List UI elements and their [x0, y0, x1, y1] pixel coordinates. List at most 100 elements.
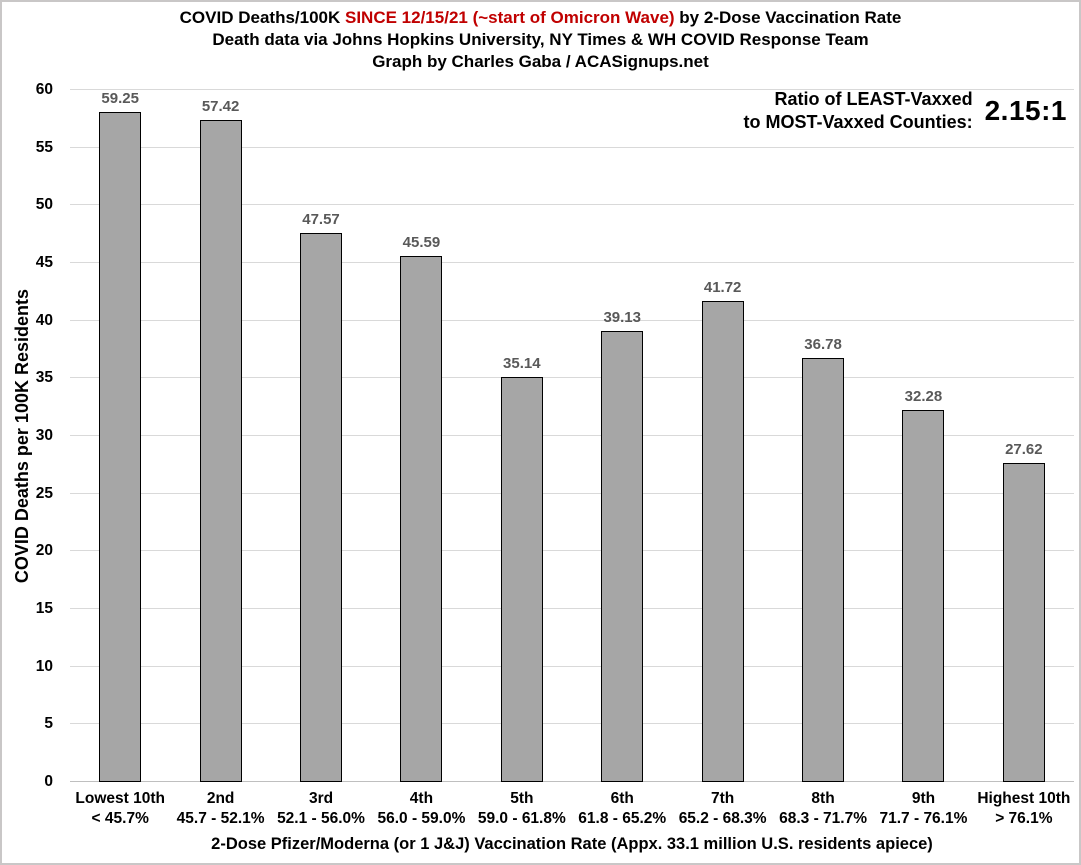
y-tick-label-30: 30 — [35, 427, 53, 444]
x-label-10: Highest 10th > 76.1% — [974, 789, 1074, 829]
decile-name: 8th — [811, 790, 835, 807]
bar — [1002, 463, 1045, 782]
bar — [400, 256, 443, 782]
bar-column-7: 41.72 — [672, 90, 772, 782]
bar-column-4: 45.59 — [371, 90, 471, 782]
bar-column-2: 57.42 — [170, 90, 270, 782]
bar — [199, 119, 242, 782]
gridline-30 — [70, 435, 1074, 436]
ratio-annotation-label: Ratio of LEAST-Vaxxed to MOST-Vaxxed Cou… — [744, 88, 973, 134]
decile-name: Lowest 10th — [75, 790, 165, 807]
bar-value-label: 36.78 — [804, 335, 842, 353]
vax-rate-range: 52.1 - 56.0% — [277, 810, 365, 827]
x-label-9: 9th 71.7 - 76.1% — [873, 789, 973, 829]
bar-value-label: 39.13 — [603, 308, 641, 326]
y-tick-label-5: 5 — [44, 715, 53, 733]
gridline-50 — [70, 204, 1074, 206]
decile-name: Highest 10th — [977, 790, 1071, 807]
y-tick-label-55: 55 — [35, 138, 53, 156]
bar-value-label: 57.42 — [201, 97, 240, 115]
vax-rate-range: 68.3 - 71.7% — [779, 810, 867, 827]
x-label-1: Lowest 10th < 45.7% — [70, 789, 170, 829]
decile-name: 6th — [610, 790, 634, 807]
x-axis-line — [70, 781, 1074, 782]
bar — [300, 233, 343, 782]
vax-rate-range: < 45.7% — [91, 810, 149, 827]
y-tick-label-25: 25 — [35, 484, 53, 502]
vax-rate-range: 61.8 - 65.2% — [578, 810, 667, 827]
bar — [802, 357, 845, 782]
y-tick-label-60: 60 — [35, 81, 53, 98]
gridline-45 — [70, 262, 1074, 263]
bar-value-label: 59.25 — [101, 90, 139, 107]
vax-rate-range: 56.0 - 59.0% — [377, 810, 466, 827]
decile-name: 9th — [911, 790, 936, 807]
y-tick-label-15: 15 — [35, 600, 53, 617]
bar-value-label: 35.14 — [503, 354, 541, 372]
x-label-6: 6th 61.8 - 65.2% — [572, 789, 672, 829]
y-tick-label-50: 50 — [35, 196, 53, 214]
ratio-label-line2: to MOST-Vaxxed Counties: — [743, 112, 973, 132]
bar-column-10: 27.62 — [974, 90, 1074, 782]
decile-name: 5th — [510, 790, 534, 807]
title-prefix: COVID Deaths/100K — [179, 8, 345, 27]
plot-area: 59.25 57.42 47.57 45.59 35.14 39.13 41.72 36.78… — [70, 89, 1074, 782]
x-axis-labels: Lowest 10th < 45.7% 2nd 45.7 - 52.1% 3rd 52.1… — [70, 789, 1074, 829]
vax-rate-range: 71.7 - 76.1% — [879, 810, 968, 827]
y-tick-label-35: 35 — [35, 369, 53, 387]
title-red-segment: SINCE 12/15/21 (~start of Omicron Wave) — [345, 8, 675, 27]
bar — [902, 409, 945, 782]
y-tick-label-20: 20 — [35, 542, 53, 560]
y-axis-ticks: 0 5 10 15 20 25 30 35 40 45 50 55 60 — [2, 81, 62, 790]
bar-column-3: 47.57 — [271, 90, 371, 782]
gridline-55 — [70, 146, 1074, 148]
chart-title-block: COVID Deaths/100K SINCE 12/15/21 (~start… — [2, 7, 1079, 73]
title-suffix: by 2-Dose Vaccination Rate — [674, 8, 902, 27]
vax-rate-range: 59.0 - 61.8% — [477, 810, 566, 827]
bar — [99, 112, 142, 782]
bar-column-1: 59.25 — [70, 90, 170, 782]
x-label-8: 8th 68.3 - 71.7% — [773, 789, 873, 829]
bar-column-9: 32.28 — [873, 90, 973, 782]
y-tick-label-10: 10 — [35, 657, 53, 675]
bars-container: 59.25 57.42 47.57 45.59 35.14 39.13 41.72 36.78… — [70, 90, 1074, 782]
gridline-15 — [70, 608, 1074, 609]
ratio-label-line1: Ratio of LEAST-Vaxxed — [774, 89, 973, 109]
bar-value-label: 47.57 — [302, 211, 340, 229]
bar — [500, 376, 543, 782]
chart-title-line1: COVID Deaths/100K SINCE 12/15/21 (~start… — [2, 7, 1079, 29]
chart-subtitle-credit: Graph by Charles Gaba / ACASignups.net — [372, 52, 709, 71]
gridline-35 — [70, 377, 1074, 379]
bar-value-label: 27.62 — [1005, 441, 1043, 459]
x-axis-title: 2-Dose Pfizer/Moderna (or 1 J&J) Vaccina… — [211, 835, 933, 853]
bar — [601, 330, 644, 782]
vax-rate-range: 45.7 - 52.1% — [176, 810, 265, 827]
ratio-annotation-value: 2.15:1 — [984, 95, 1067, 126]
decile-name: 3rd — [308, 790, 334, 807]
bar-column-6: 39.13 — [572, 90, 672, 782]
bar-column-5: 35.14 — [472, 90, 572, 782]
x-label-5: 5th 59.0 - 61.8% — [472, 789, 572, 829]
gridline-60 — [70, 89, 1074, 90]
x-label-2: 2nd 45.7 - 52.1% — [170, 789, 270, 829]
gridline-5 — [70, 723, 1074, 725]
vax-rate-range: > 76.1% — [995, 810, 1053, 827]
x-label-7: 7th 65.2 - 68.3% — [672, 789, 772, 829]
decile-name: 2nd — [206, 790, 235, 807]
y-tick-label-45: 45 — [35, 254, 53, 271]
gridline-10 — [70, 665, 1074, 667]
bar-value-label: 45.59 — [402, 234, 441, 252]
y-tick-label-0: 0 — [44, 773, 53, 790]
y-tick-label-40: 40 — [35, 311, 53, 329]
bar — [701, 300, 744, 782]
gridline-40 — [70, 319, 1074, 321]
gridline-20 — [70, 550, 1074, 552]
decile-name: 4th — [409, 790, 434, 807]
bar-column-8: 36.78 — [773, 90, 873, 782]
vax-rate-range: 65.2 - 68.3% — [678, 810, 767, 827]
decile-name: 7th — [711, 790, 735, 807]
bar-value-label: 41.72 — [703, 278, 742, 296]
bar-value-label: 32.28 — [904, 387, 943, 405]
x-label-4: 4th 56.0 - 59.0% — [371, 789, 471, 829]
